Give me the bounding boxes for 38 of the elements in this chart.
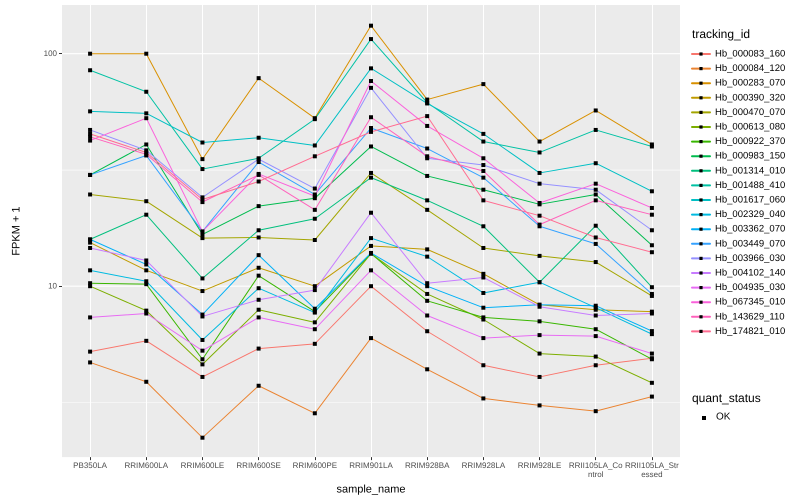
x-tick-label: RRIM901LA bbox=[349, 461, 394, 470]
legend-label: Hb_000470_070 bbox=[715, 106, 786, 118]
x-tick-label: RRIM928BA bbox=[404, 461, 450, 470]
legend-label: Hb_000283_070 bbox=[715, 78, 786, 89]
legend-label: Hb_003362_070 bbox=[715, 224, 786, 235]
x-tick-label: RRIM928LE bbox=[518, 461, 562, 470]
x-tick-label: RRIM600PE bbox=[292, 461, 338, 470]
legend-label: Hb_001617_060 bbox=[715, 194, 786, 206]
legend-label: Hb_000922_370 bbox=[715, 136, 786, 148]
y-tick-label: 100 bbox=[44, 49, 58, 58]
x-tick-label: PB350LA bbox=[73, 461, 108, 470]
legend-label: Hb_000390_320 bbox=[715, 92, 786, 104]
legend-label: Hb_000083_160 bbox=[715, 48, 786, 60]
legend-label: Hb_002329_040 bbox=[715, 209, 786, 220]
legend-label: Hb_000613_080 bbox=[715, 122, 786, 132]
y-tick-label: 10 bbox=[48, 282, 58, 291]
legend-label: Hb_004935_030 bbox=[715, 282, 786, 294]
legend-label: Hb_000084_120 bbox=[715, 63, 786, 74]
legend-label: Hb_003449_070 bbox=[715, 238, 786, 250]
legend-label: Hb_003966_030 bbox=[715, 252, 786, 264]
x-tick-label: RRII105LA_Control bbox=[568, 461, 624, 480]
x-tick-label: RRIM600LE bbox=[180, 461, 224, 470]
legend-label: Hb_004102_140 bbox=[715, 268, 786, 278]
legend-label: Hb_001314_010 bbox=[715, 165, 786, 176]
legend-label: Hb_001488_410 bbox=[715, 180, 786, 191]
text: quant_status bbox=[692, 391, 761, 405]
x-tick-label: RRIM928LA bbox=[462, 461, 506, 470]
x-tick-label: RRIM600LA bbox=[124, 461, 169, 470]
y-axis-title: FPKM + 1 bbox=[10, 206, 22, 256]
x-tick-label: RRIM600SE bbox=[236, 461, 281, 470]
legend-label: Hb_174821_010 bbox=[715, 326, 786, 337]
legend-label: Hb_000983_150 bbox=[715, 150, 786, 162]
x-tick-label: RRII105LA_Stressed bbox=[625, 461, 680, 480]
x-axis-title: sample_name bbox=[336, 484, 406, 496]
legend-label: Hb_067345_010 bbox=[715, 296, 786, 308]
text: OK bbox=[716, 412, 731, 422]
legend-title: tracking_id bbox=[692, 27, 750, 41]
legend-label: Hb_143629_110 bbox=[715, 311, 785, 322]
